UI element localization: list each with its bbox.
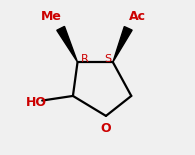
Polygon shape: [57, 26, 78, 62]
Text: S: S: [104, 54, 111, 64]
Polygon shape: [113, 27, 132, 62]
Text: HO: HO: [26, 96, 47, 109]
Text: Ac: Ac: [129, 10, 146, 23]
Text: Me: Me: [41, 10, 62, 23]
Text: R: R: [81, 54, 89, 64]
Text: O: O: [101, 122, 111, 135]
